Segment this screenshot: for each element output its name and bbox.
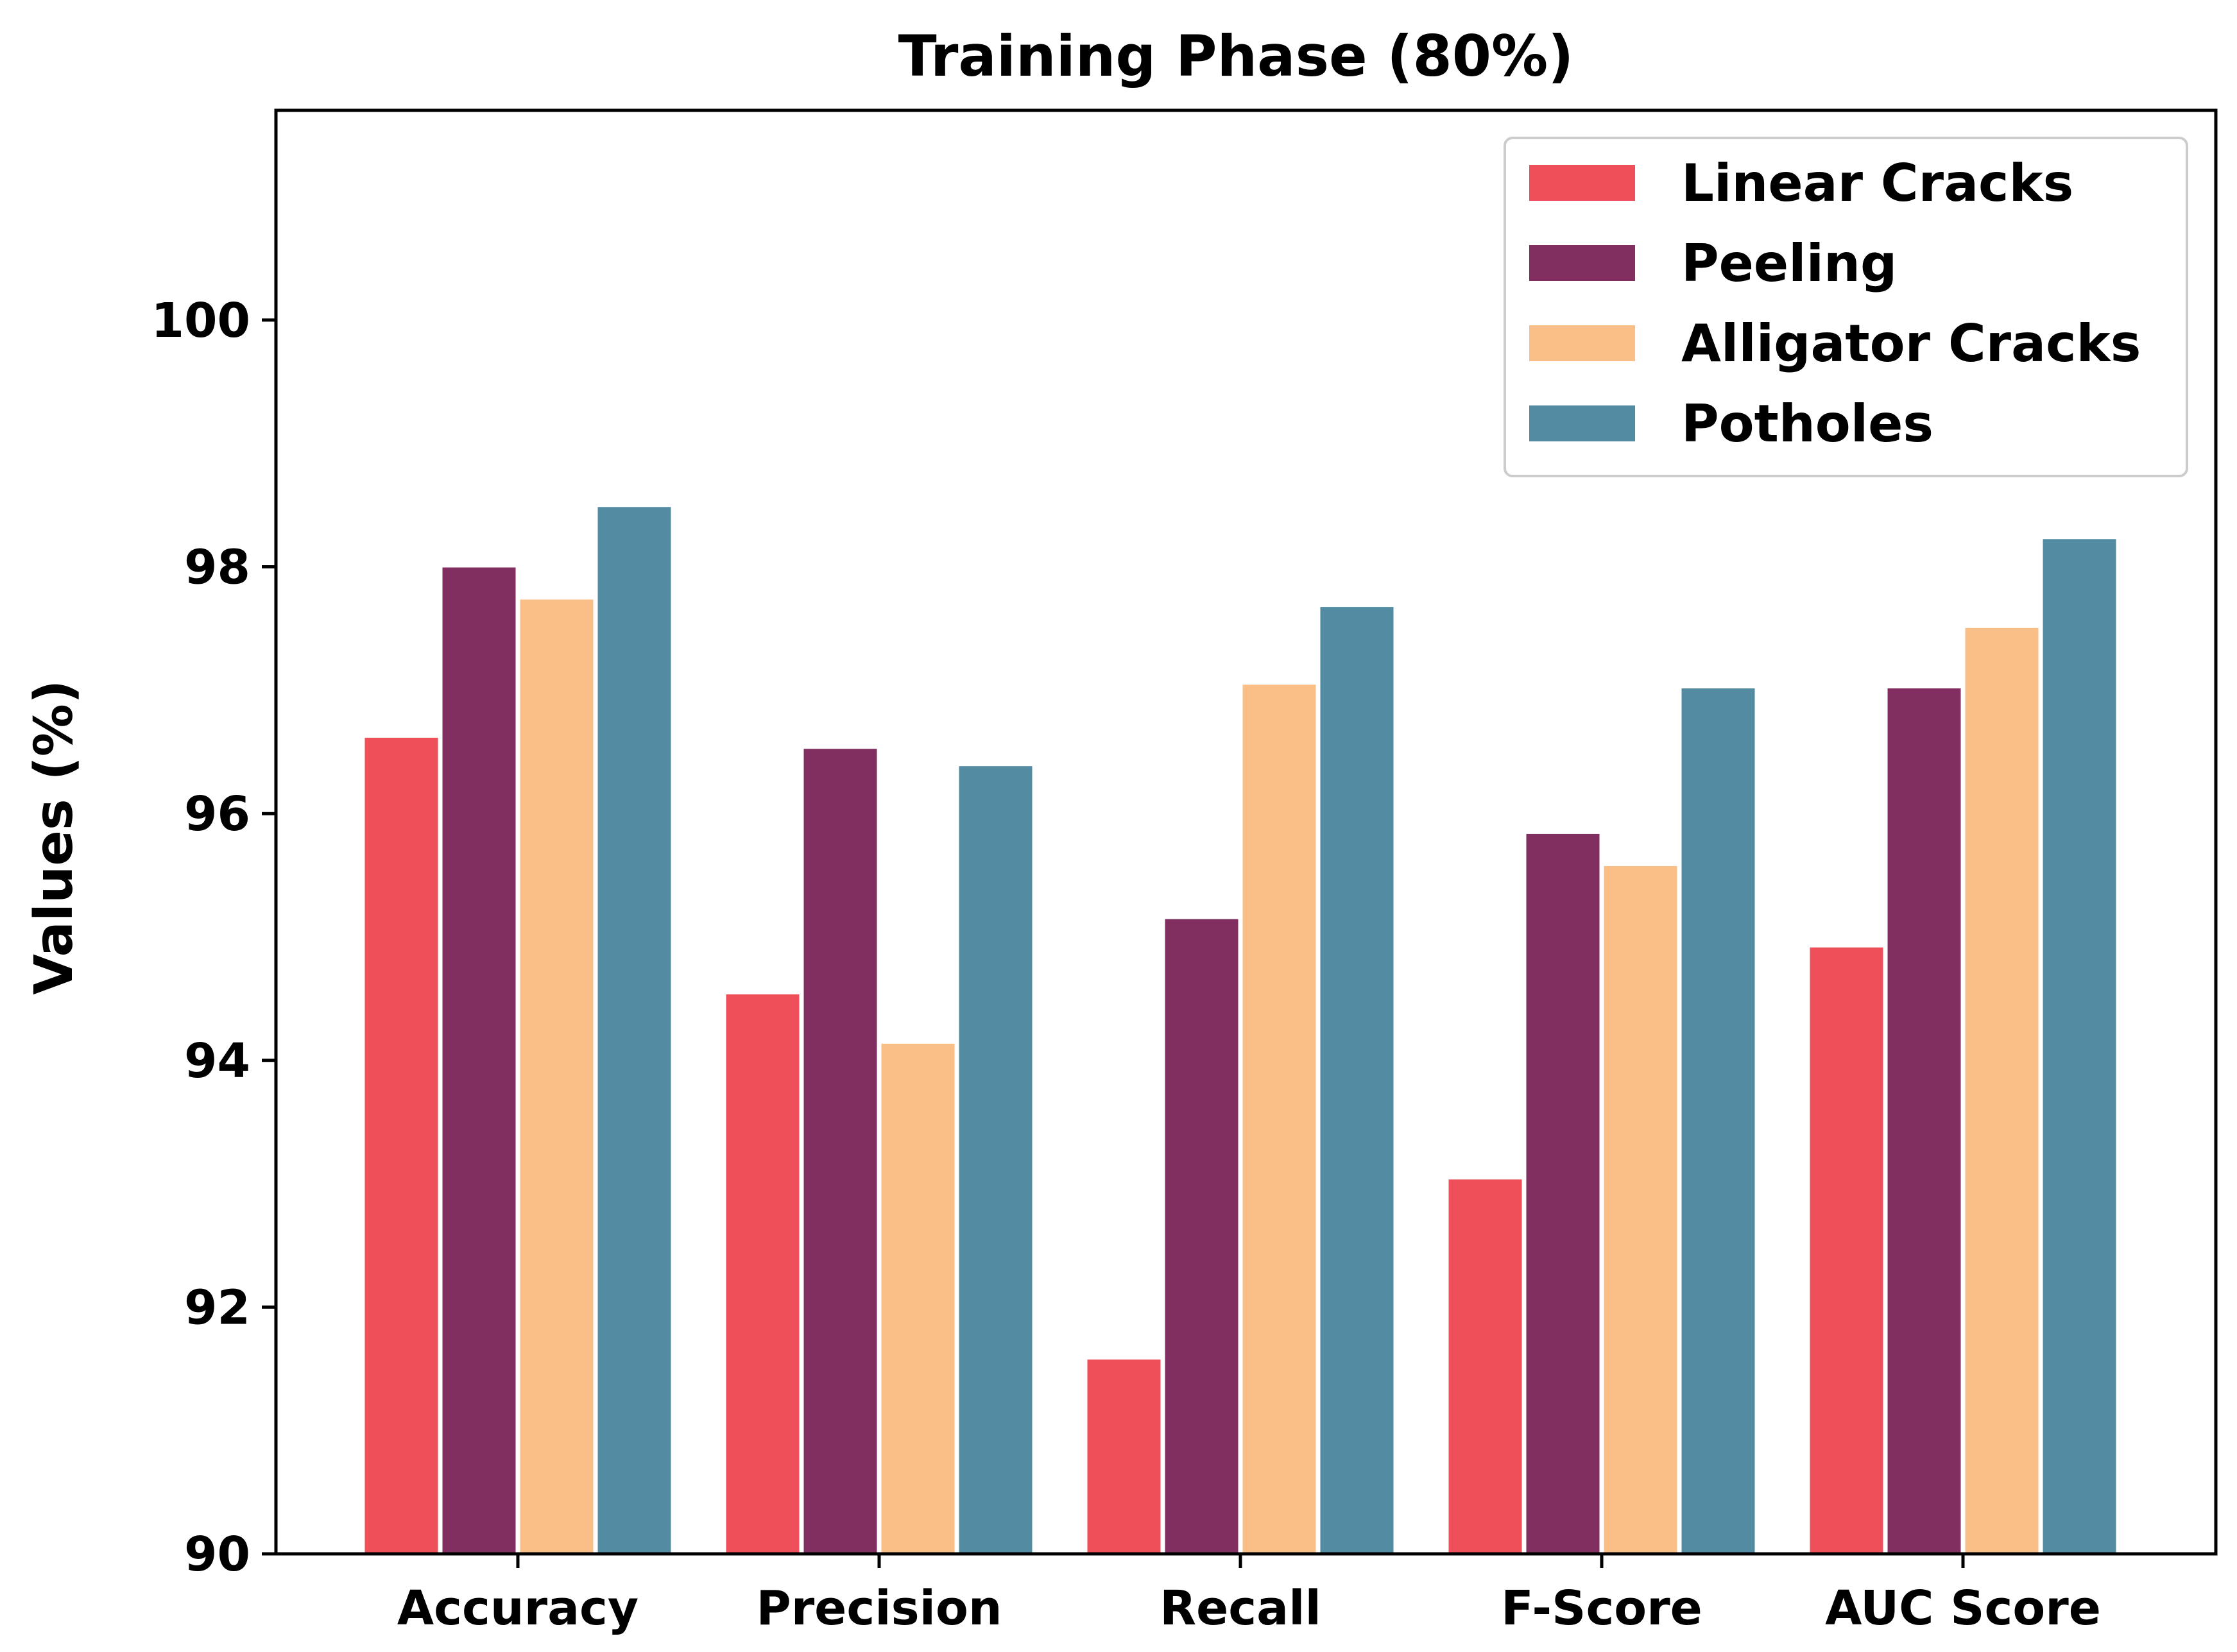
bar-linear-cracks-auc-score: [1808, 946, 1885, 1555]
bar-alligator-cracks-auc-score: [1964, 626, 2040, 1554]
y-axis: 90 92 94 96 98 100: [151, 293, 276, 1582]
x-tick-label: Recall: [1160, 1581, 1321, 1636]
legend-label-potholes: Potholes: [1681, 394, 1933, 454]
y-tick-label: 98: [184, 540, 250, 595]
y-tick-label: 94: [184, 1034, 250, 1089]
legend: Linear Cracks Peeling Alligator Cracks Poth…: [1504, 137, 2188, 477]
chart-title: Training Phase (80%): [898, 23, 1574, 89]
legend-box: [1504, 137, 2188, 477]
x-tick-label: Precision: [756, 1581, 1002, 1636]
bar-potholes-accuracy: [596, 506, 673, 1554]
bar-alligator-cracks-recall: [1241, 683, 1317, 1554]
bars-layer: [363, 506, 2118, 1555]
y-tick-label: 90: [184, 1527, 250, 1582]
y-tick-label: 92: [184, 1280, 250, 1335]
bar-peeling-precision: [802, 747, 879, 1554]
bar-peeling-f-score: [1525, 832, 1601, 1554]
plot-frame: [274, 108, 2218, 1556]
bar-linear-cracks-precision: [724, 992, 801, 1554]
bar-potholes-auc-score: [2041, 538, 2118, 1554]
bar-peeling-recall: [1163, 917, 1240, 1554]
x-tick-label: F-Score: [1501, 1581, 1702, 1636]
legend-swatch-linear-cracks: [1529, 165, 1635, 201]
bar-peeling-accuracy: [441, 566, 517, 1554]
x-axis: Accuracy Precision Recall F-Score AUC Score: [397, 1554, 2101, 1636]
legend-swatch-potholes: [1529, 405, 1635, 441]
bar-potholes-recall: [1319, 606, 1395, 1554]
bar-linear-cracks-recall: [1086, 1358, 1162, 1554]
y-axis-label: Values (%): [24, 680, 85, 995]
bar-alligator-cracks-precision: [880, 1042, 956, 1555]
y-tick-label: 96: [184, 787, 250, 842]
x-tick-label: Accuracy: [397, 1581, 639, 1636]
y-tick-label: 100: [151, 293, 250, 348]
legend-swatch-peeling: [1529, 245, 1635, 281]
bar-potholes-f-score: [1680, 687, 1756, 1554]
bar-alligator-cracks-f-score: [1602, 864, 1679, 1554]
legend-swatch-alligator-cracks: [1529, 325, 1635, 361]
bar-peeling-auc-score: [1886, 687, 1962, 1554]
bar-linear-cracks-accuracy: [363, 736, 440, 1554]
legend-label-linear-cracks: Linear Cracks: [1681, 153, 2073, 213]
x-tick-label: AUC Score: [1825, 1581, 2101, 1636]
legend-label-alligator-cracks: Alligator Cracks: [1681, 314, 2141, 373]
legend-label-peeling: Peeling: [1681, 234, 1897, 293]
bar-potholes-precision: [957, 765, 1034, 1554]
bar-alligator-cracks-accuracy: [519, 598, 595, 1554]
bar-linear-cracks-f-score: [1447, 1178, 1523, 1554]
